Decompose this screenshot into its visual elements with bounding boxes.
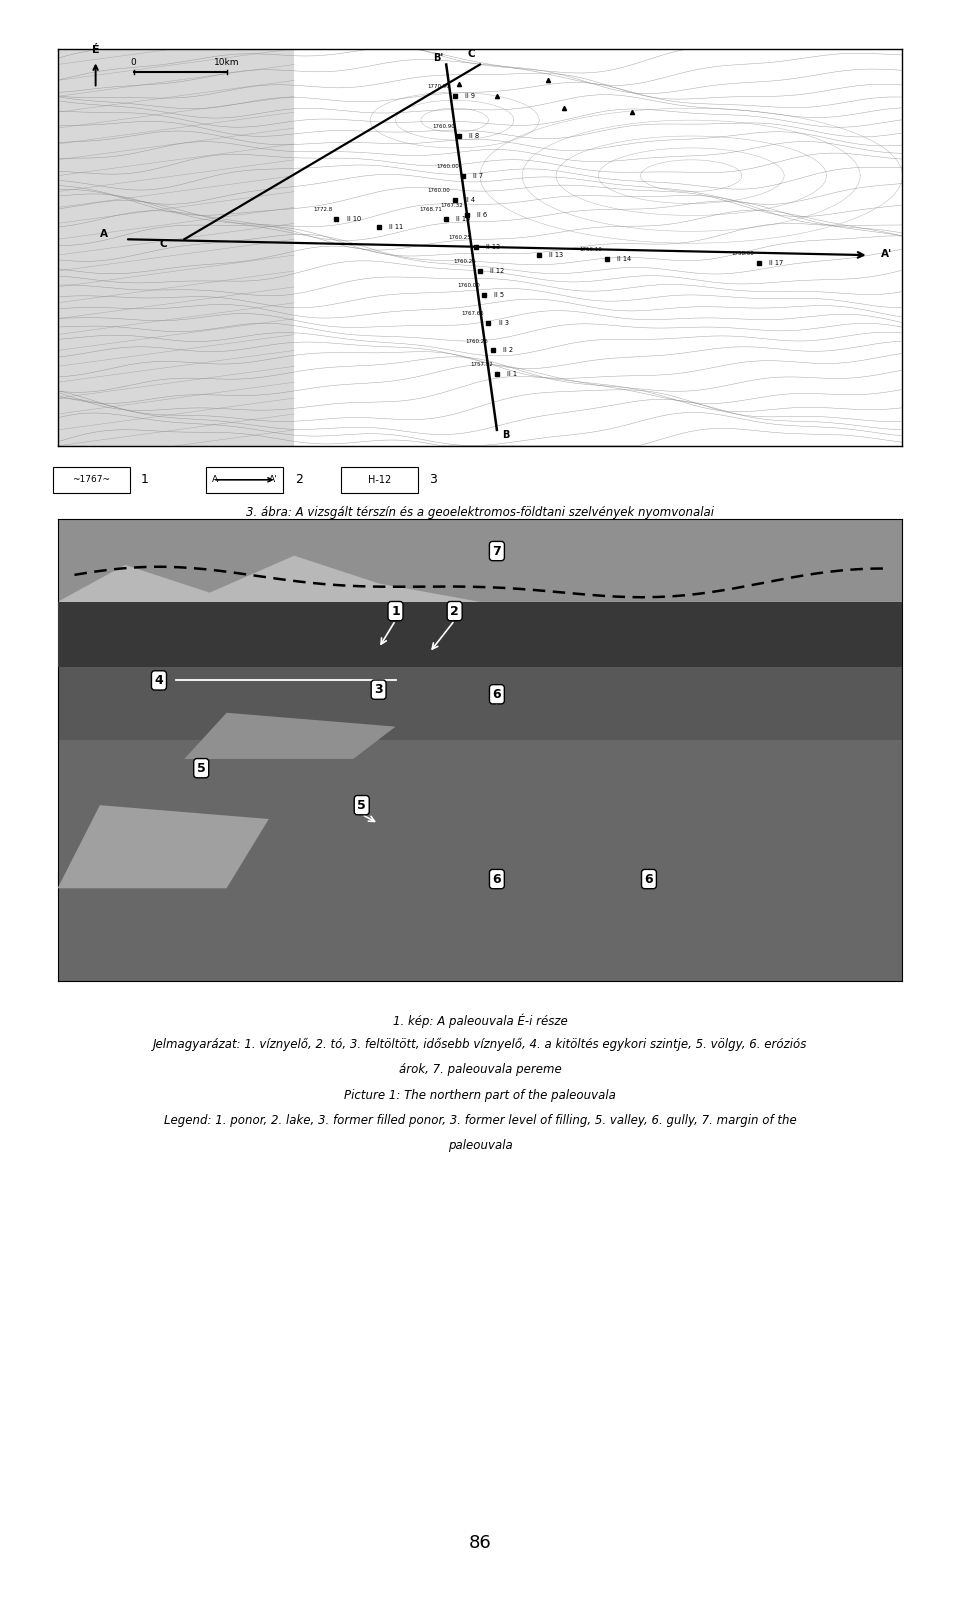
Text: II 1: II 1 — [507, 371, 517, 378]
Text: Fig. 3: The surface topography of the investigated area showing the position of : Fig. 3: The surface topography of the in… — [161, 556, 799, 569]
Text: 1760.00: 1760.00 — [457, 284, 480, 289]
Text: 5: 5 — [357, 799, 366, 812]
Text: B': B' — [433, 52, 443, 63]
Bar — [53, 467, 130, 493]
Text: II 4: II 4 — [465, 196, 475, 203]
Bar — [58, 741, 902, 981]
Text: 5: 5 — [197, 762, 205, 775]
Bar — [58, 519, 902, 601]
Text: A: A — [212, 475, 218, 485]
Text: 1760.26: 1760.26 — [466, 339, 489, 344]
Text: 1760.26: 1760.26 — [453, 259, 476, 264]
Polygon shape — [58, 601, 902, 666]
Text: 0: 0 — [131, 57, 136, 66]
Text: II 10: II 10 — [347, 216, 361, 222]
Bar — [58, 49, 294, 446]
Text: 1772.8: 1772.8 — [313, 207, 332, 212]
Text: 1757.52: 1757.52 — [470, 363, 492, 368]
Text: 2: 2 — [450, 605, 459, 618]
Text: 1: 1 — [141, 473, 149, 486]
Text: 1770.90: 1770.90 — [428, 84, 450, 89]
Text: II 13: II 13 — [549, 253, 564, 258]
Text: 1756.10: 1756.10 — [580, 246, 603, 253]
Text: Legend: 1. ponor, 2. lake, 3. former filled ponor, 3. former level of filling, 5: Legend: 1. ponor, 2. lake, 3. former fil… — [163, 1114, 797, 1127]
Text: A: A — [100, 229, 108, 240]
Polygon shape — [58, 519, 902, 601]
Text: II 15: II 15 — [456, 216, 470, 222]
Text: II 17: II 17 — [769, 259, 783, 266]
Text: 6: 6 — [492, 687, 501, 700]
Text: É: É — [92, 45, 100, 55]
Text: 1760.00: 1760.00 — [428, 188, 450, 193]
Text: 1768.71: 1768.71 — [420, 207, 442, 212]
Text: 3. ábra: A vizsgált térszín és a geoelektromos-földtani szelvények nyomvonalai: 3. ábra: A vizsgált térszín és a geoelek… — [246, 506, 714, 519]
Text: II 9: II 9 — [465, 94, 475, 99]
Text: II 13: II 13 — [486, 245, 500, 250]
Text: 86: 86 — [468, 1533, 492, 1553]
Text: II 6: II 6 — [477, 212, 488, 219]
Text: 1760.00: 1760.00 — [436, 164, 459, 169]
Text: A': A' — [269, 475, 277, 485]
Text: II 8: II 8 — [469, 133, 479, 139]
Bar — [206, 467, 283, 493]
Text: Legend: 1. contour-line, 2. position of the geoelectrical-geological cross-secti: Legend: 1. contour-line, 2. position of … — [164, 606, 796, 619]
Text: 1758.00: 1758.00 — [732, 251, 755, 256]
Text: II 5: II 5 — [494, 292, 505, 298]
Text: 1767.32: 1767.32 — [441, 204, 463, 209]
Text: árok, 7. paleouvala pereme: árok, 7. paleouvala pereme — [398, 1063, 562, 1076]
Text: 1767.65: 1767.65 — [462, 311, 484, 316]
Text: 10km: 10km — [214, 57, 239, 66]
Text: 1760.90: 1760.90 — [432, 125, 455, 130]
Text: 2: 2 — [295, 473, 302, 486]
Polygon shape — [58, 806, 269, 888]
Text: Jelmagyarázat: 1. víznyelő, 2. tó, 3. feltöltött, idősebb víznyelő, 4. a kitölté: Jelmagyarázat: 1. víznyelő, 2. tó, 3. fe… — [153, 1037, 807, 1052]
Text: 4: 4 — [155, 674, 163, 687]
Bar — [58, 658, 902, 759]
Text: Picture 1: The northern part of the paleouvala: Picture 1: The northern part of the pale… — [344, 1089, 616, 1102]
Text: C: C — [468, 49, 475, 58]
Text: electrical sounding (VES) measurements: electrical sounding (VES) measurements — [360, 632, 600, 645]
Text: C: C — [159, 240, 167, 250]
Text: 1760.25: 1760.25 — [449, 235, 471, 240]
Text: II 3: II 3 — [498, 319, 509, 326]
Text: 1. kép: A paleouvala É-i része: 1. kép: A paleouvala É-i része — [393, 1013, 567, 1028]
Text: 3: 3 — [374, 682, 383, 695]
Text: II 11: II 11 — [389, 224, 403, 230]
Text: 6: 6 — [645, 872, 653, 885]
Text: H-12: H-12 — [368, 475, 391, 485]
Text: II 14: II 14 — [617, 256, 631, 263]
Text: paleouvala: paleouvala — [447, 1138, 513, 1153]
Polygon shape — [184, 713, 396, 759]
Text: 1: 1 — [391, 605, 400, 618]
Text: II 2: II 2 — [503, 347, 513, 353]
Text: Jelmagyarázat: 1. szintvonal, 2. a geoelektromos földtani szelvény nyomvonala, 3: Jelmagyarázat: 1. szintvonal, 2. a geoel… — [175, 532, 785, 545]
Text: II 7: II 7 — [473, 173, 484, 178]
Text: 6: 6 — [492, 872, 501, 885]
Text: ~1767~: ~1767~ — [72, 475, 110, 485]
Text: 3: 3 — [429, 473, 437, 486]
Text: II 12: II 12 — [491, 267, 504, 274]
Bar — [341, 467, 418, 493]
Text: B: B — [502, 430, 509, 439]
Text: 7: 7 — [492, 545, 501, 558]
Text: A': A' — [881, 250, 893, 259]
Text: geological cross-section position: geological cross-section position — [384, 582, 576, 595]
